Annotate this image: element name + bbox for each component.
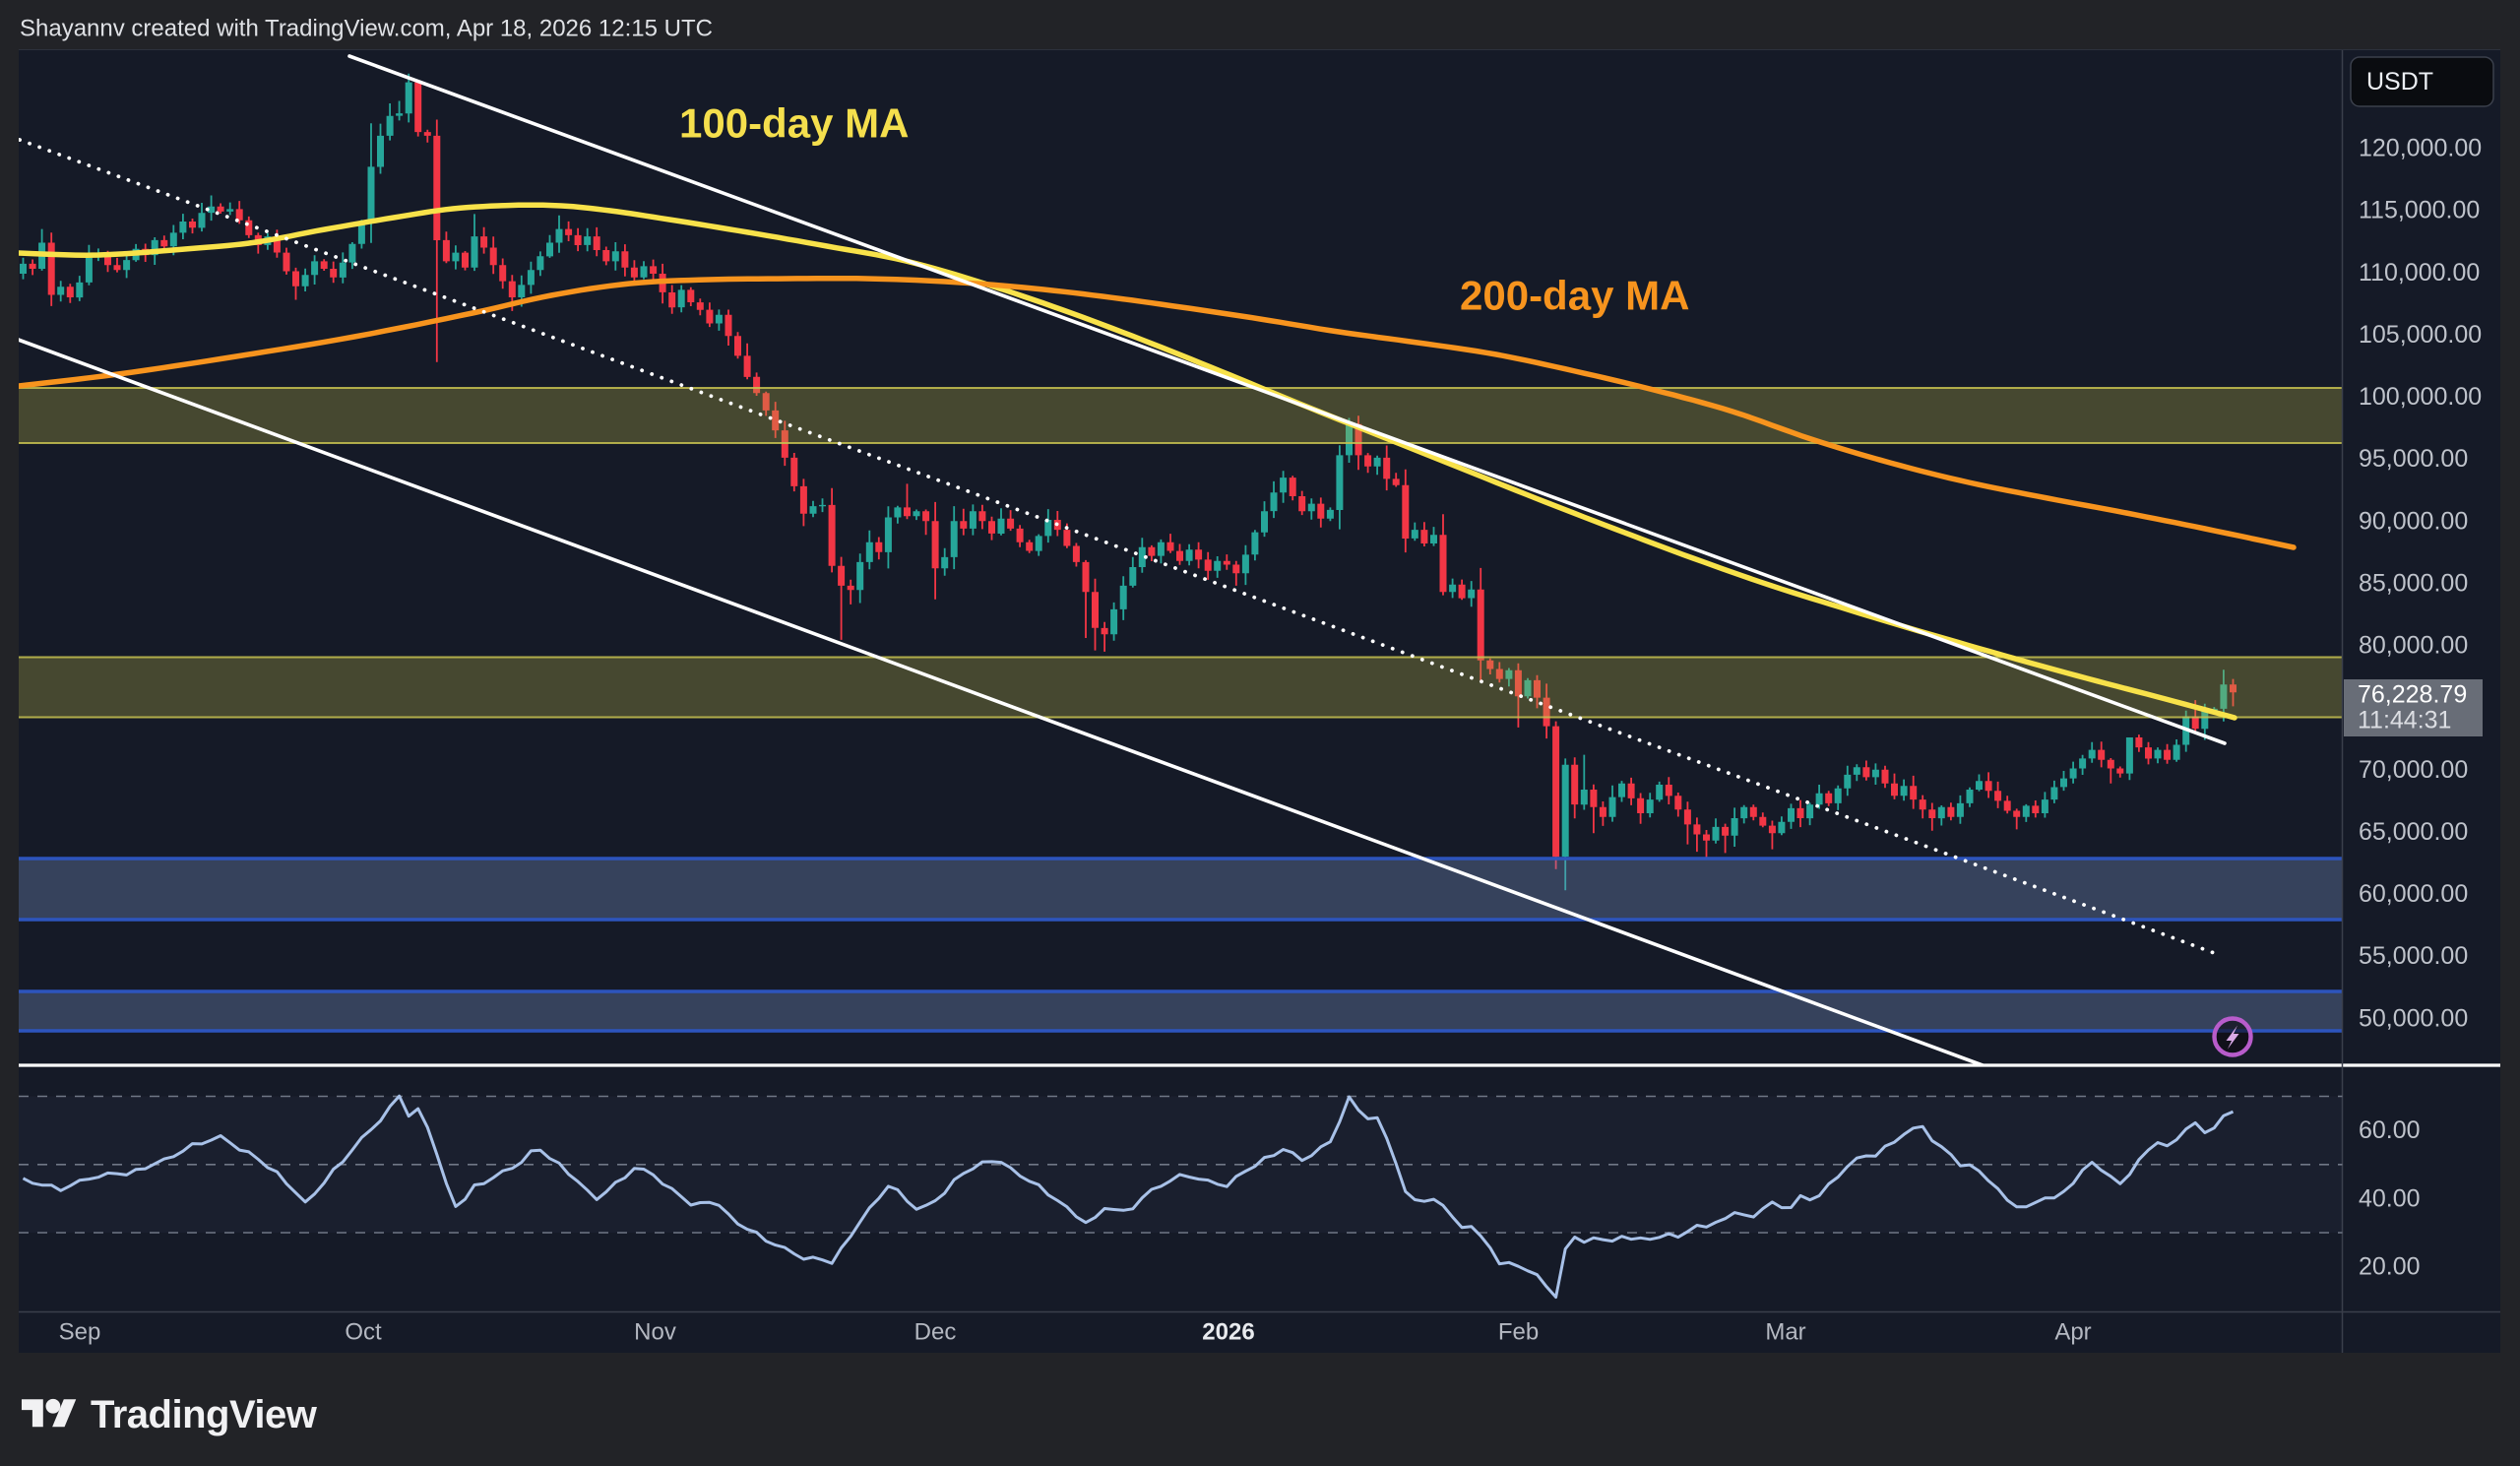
svg-text:TradingView: TradingView bbox=[91, 1393, 318, 1436]
svg-text:70,000.00: 70,000.00 bbox=[2359, 756, 2468, 784]
svg-text:76,228.79: 76,228.79 bbox=[2358, 681, 2467, 709]
svg-text:2026: 2026 bbox=[1202, 1319, 1254, 1346]
svg-text:65,000.00: 65,000.00 bbox=[2359, 818, 2468, 846]
svg-text:60,000.00: 60,000.00 bbox=[2359, 880, 2468, 908]
svg-text:50,000.00: 50,000.00 bbox=[2359, 1004, 2468, 1032]
svg-text:85,000.00: 85,000.00 bbox=[2359, 569, 2468, 597]
svg-text:Apr: Apr bbox=[2054, 1319, 2091, 1346]
svg-text:55,000.00: 55,000.00 bbox=[2359, 942, 2468, 970]
svg-text:115,000.00: 115,000.00 bbox=[2359, 197, 2480, 224]
svg-text:11:44:31: 11:44:31 bbox=[2358, 707, 2451, 734]
svg-text:60.00: 60.00 bbox=[2359, 1116, 2421, 1144]
svg-text:Shayannv created with TradingV: Shayannv created with TradingView.com, A… bbox=[20, 16, 713, 42]
svg-text:100,000.00: 100,000.00 bbox=[2359, 383, 2482, 411]
svg-text:40.00: 40.00 bbox=[2359, 1184, 2421, 1212]
svg-text:USDT: USDT bbox=[2366, 68, 2433, 96]
svg-text:105,000.00: 105,000.00 bbox=[2359, 321, 2482, 349]
svg-text:Mar: Mar bbox=[1765, 1319, 1805, 1346]
svg-text:Dec: Dec bbox=[914, 1319, 957, 1346]
svg-text:200-day MA: 200-day MA bbox=[1460, 273, 1689, 319]
svg-text:95,000.00: 95,000.00 bbox=[2359, 445, 2468, 473]
svg-text:Feb: Feb bbox=[1498, 1319, 1539, 1346]
svg-text:120,000.00: 120,000.00 bbox=[2359, 135, 2482, 162]
svg-text:20.00: 20.00 bbox=[2359, 1253, 2421, 1281]
svg-text:90,000.00: 90,000.00 bbox=[2359, 507, 2468, 535]
svg-text:Oct: Oct bbox=[345, 1319, 382, 1346]
svg-text:Sep: Sep bbox=[59, 1319, 101, 1346]
svg-text:80,000.00: 80,000.00 bbox=[2359, 632, 2468, 660]
svg-text:100-day MA: 100-day MA bbox=[679, 100, 909, 147]
svg-text:Nov: Nov bbox=[634, 1319, 676, 1346]
svg-text:110,000.00: 110,000.00 bbox=[2359, 259, 2480, 287]
